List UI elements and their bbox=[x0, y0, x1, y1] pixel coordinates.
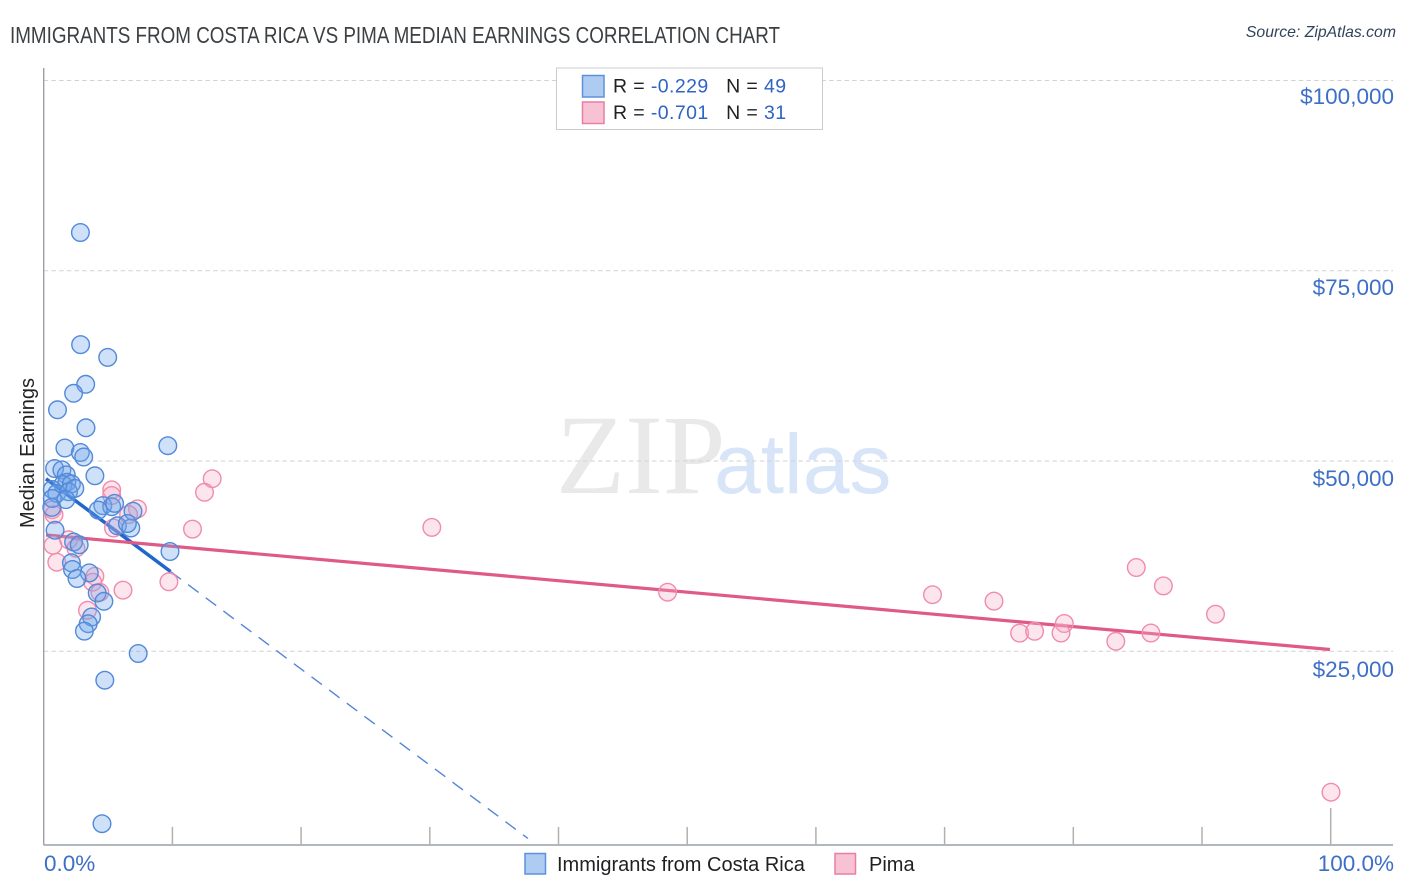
svg-text:Pima: Pima bbox=[869, 854, 915, 876]
svg-text:$25,000: $25,000 bbox=[1313, 657, 1394, 682]
svg-text:100.0%: 100.0% bbox=[1318, 851, 1394, 876]
svg-text:$75,000: $75,000 bbox=[1313, 275, 1394, 300]
svg-text:R = -0.701 N = 31: R = -0.701 N = 31 bbox=[613, 102, 786, 124]
svg-text:$50,000: $50,000 bbox=[1313, 466, 1394, 491]
svg-text:Median Earnings: Median Earnings bbox=[17, 378, 39, 528]
svg-text:Immigrants from Costa Rica: Immigrants from Costa Rica bbox=[557, 854, 806, 876]
svg-text:atlas: atlas bbox=[714, 417, 891, 511]
svg-text:$100,000: $100,000 bbox=[1300, 84, 1394, 109]
svg-text:ZIP: ZIP bbox=[556, 393, 726, 518]
svg-text:R = -0.229 N = 49: R = -0.229 N = 49 bbox=[613, 76, 786, 98]
svg-text:0.0%: 0.0% bbox=[44, 851, 95, 876]
